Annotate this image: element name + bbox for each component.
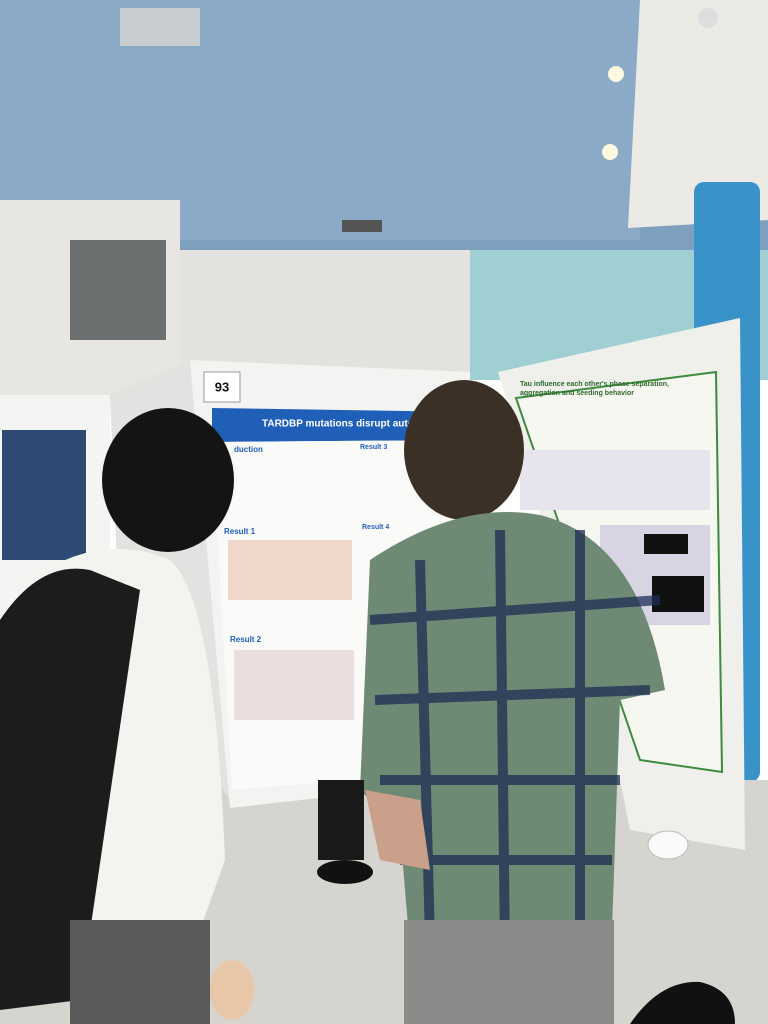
section-heading: Result 3 [360, 444, 387, 451]
far-poster [2, 430, 86, 560]
window [70, 240, 166, 340]
poster-figure [652, 576, 704, 612]
poster-header [212, 408, 470, 442]
board-number: 93 [215, 379, 229, 394]
hand [210, 960, 254, 1020]
person-hair [404, 380, 524, 520]
shirt-plaid [369, 529, 661, 951]
poster-title: TARDBP mutations disrupt autoregulation … [262, 419, 485, 430]
section-heading: Result 1 [224, 527, 256, 536]
backpack [0, 568, 140, 1010]
section-heading: duction [234, 445, 263, 454]
board-number-tag [203, 371, 241, 403]
poster-title: Tau influence each other's phase separat… [520, 381, 669, 397]
arm [365, 790, 430, 870]
person-legs [318, 780, 364, 860]
person-trousers [70, 920, 210, 1024]
vent [342, 220, 382, 232]
wall [180, 250, 470, 380]
ceiling-soffit [628, 0, 768, 228]
bag [630, 981, 735, 1024]
light [602, 144, 618, 160]
poster-figure [520, 450, 710, 510]
section-heading: Result 2 [230, 635, 262, 644]
section-heading: Result 4 [362, 524, 389, 531]
poster-figure [644, 534, 688, 554]
vent [120, 8, 200, 46]
light [698, 8, 718, 28]
poster-figure [234, 650, 354, 720]
shoe [317, 860, 373, 884]
light [608, 66, 624, 82]
poster-figure [228, 540, 352, 600]
person-trousers [404, 920, 614, 1024]
shoe [647, 830, 689, 860]
person-hair [102, 408, 234, 552]
person-shirt [360, 512, 665, 950]
poster-title-box: Tau influence each other's phase separat… [520, 381, 669, 397]
